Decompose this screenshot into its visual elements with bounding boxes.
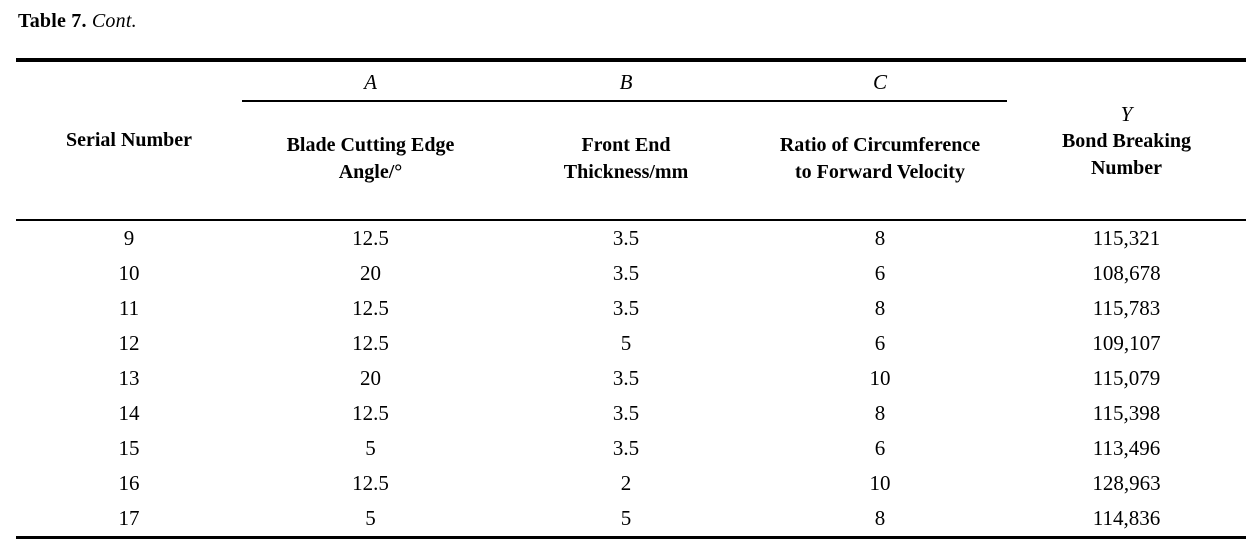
cell-bond-breaking-number: 115,321 [1092,226,1161,250]
header-c-label: Ratio of Circumference to Forward Veloci… [753,101,1007,220]
table-row: 10 20 3.5 6 108,678 [16,256,1246,291]
cell-bond-breaking-number: 114,836 [1092,506,1161,530]
cell-bond-breaking-number: 108,678 [1092,261,1161,285]
table-caption: Table 7. Cont. [18,8,1246,34]
cell-ratio-circumference-to-forward-velocity: 6 [874,331,886,355]
cell-front-end-thickness: 3.5 [612,436,640,460]
cell-serial-number: 12 [118,331,140,355]
header-a-label-text: Blade Cutting Edge Angle/° [286,133,455,183]
cell-front-end-thickness: 5 [620,331,632,355]
cell-blade-cutting-edge-angle: 20 [360,366,381,390]
cell-blade-cutting-edge-angle: 20 [360,261,381,285]
cell-bond-breaking-number: 115,079 [1092,366,1161,390]
cell-ratio-circumference-to-forward-velocity: 8 [874,401,886,425]
header-group-row: Serial Number A B C Y Bond Breaking Numb… [16,60,1246,179]
cell-serial-number: 11 [118,296,140,320]
cell-serial-number: 16 [118,471,140,495]
header-serial-number: Serial Number [65,129,193,151]
cell-front-end-thickness: 2 [620,471,632,495]
header-sub-row: Blade Cutting Edge Angle/° Front End Thi… [16,101,1246,220]
cell-blade-cutting-edge-angle: 5 [365,506,376,530]
header-b-label-text: Front End Thickness/mm [563,133,689,183]
table-row: 12 12.5 5 6 109,107 [16,326,1246,361]
table-header: Serial Number A B C Y Bond Breaking Numb… [16,60,1246,220]
cell-serial-number: 17 [118,506,140,530]
table-row: 13 20 3.5 10 115,079 [16,361,1246,396]
header-c-label-text: Ratio of Circumference to Forward Veloci… [779,133,981,183]
header-factor-c: C [753,60,1007,102]
cell-bond-breaking-number: 113,496 [1092,436,1161,460]
table-row: 15 5 3.5 6 113,496 [16,431,1246,466]
header-a-label: Blade Cutting Edge Angle/° [242,101,499,220]
cell-serial-number: 10 [118,261,140,285]
table-row: 9 12.5 3.5 8 115,321 [16,220,1246,256]
header-b-label: Front End Thickness/mm [499,101,753,220]
cell-ratio-circumference-to-forward-velocity: 8 [874,226,886,250]
cell-blade-cutting-edge-angle: 5 [365,436,376,460]
header-y-symbol: Y [1120,101,1133,126]
header-response-y: Y Bond Breaking Number [1007,60,1246,220]
header-factor-b: B [499,60,753,102]
table-caption-number: Table 7. [18,10,87,32]
table-row: 17 5 5 8 114,836 [16,501,1246,538]
cell-ratio-circumference-to-forward-velocity: 8 [874,296,886,320]
cell-serial-number: 13 [118,366,140,390]
cell-front-end-thickness: 3.5 [612,366,640,390]
table-row: 16 12.5 2 10 128,963 [16,466,1246,501]
header-y-label: Bond Breaking Number [1061,129,1192,179]
table-body: 9 12.5 3.5 8 115,321 10 20 3.5 6 108,678… [16,220,1246,538]
cell-ratio-circumference-to-forward-velocity: 8 [874,506,886,530]
cell-blade-cutting-edge-angle: 12.5 [352,401,389,425]
cell-ratio-circumference-to-forward-velocity: 10 [869,366,891,390]
cell-ratio-circumference-to-forward-velocity: 6 [874,436,886,460]
cell-serial-number: 14 [118,401,140,425]
cell-blade-cutting-edge-angle: 12.5 [352,471,389,495]
cell-ratio-circumference-to-forward-velocity: 10 [869,471,891,495]
cell-bond-breaking-number: 115,783 [1092,296,1161,320]
cell-ratio-circumference-to-forward-velocity: 6 [874,261,886,285]
cell-bond-breaking-number: 128,963 [1092,471,1161,495]
cell-blade-cutting-edge-angle: 12.5 [352,331,389,355]
cell-front-end-thickness: 5 [620,506,632,530]
cell-serial-number: 15 [118,436,140,460]
table-caption-cont: Cont. [91,10,137,32]
table-row: 14 12.5 3.5 8 115,398 [16,396,1246,431]
cell-front-end-thickness: 3.5 [612,261,640,285]
data-table: Serial Number A B C Y Bond Breaking Numb… [16,58,1246,539]
cell-serial-number: 9 [123,226,135,250]
cell-front-end-thickness: 3.5 [612,401,640,425]
cell-front-end-thickness: 3.5 [612,296,640,320]
cell-bond-breaking-number: 109,107 [1092,331,1161,355]
cell-front-end-thickness: 3.5 [612,226,640,250]
cell-blade-cutting-edge-angle: 12.5 [352,226,389,250]
cell-bond-breaking-number: 115,398 [1092,401,1161,425]
table-row: 11 12.5 3.5 8 115,783 [16,291,1246,326]
header-factor-a: A [242,60,499,102]
cell-blade-cutting-edge-angle: 12.5 [352,296,389,320]
